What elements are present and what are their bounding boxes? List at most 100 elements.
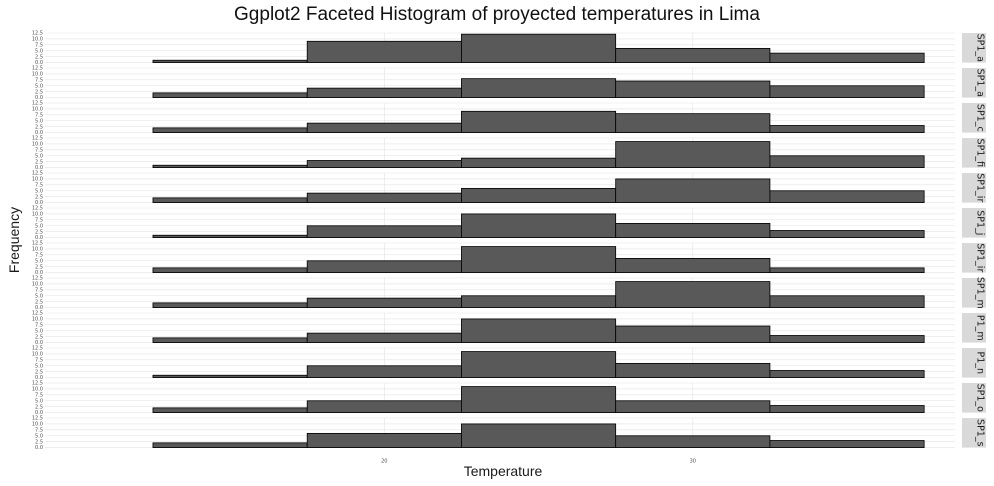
y-tick-label: 0.0 <box>35 130 43 136</box>
y-tick-label: 0.0 <box>35 60 43 66</box>
histogram-bar <box>461 33 617 63</box>
facet-strip-label: SP1_ir <box>975 173 986 202</box>
histogram-bar <box>306 160 462 169</box>
facet-strip-label: SP1_m <box>975 277 986 309</box>
y-tick-label: 10.0 <box>32 352 43 358</box>
facet-panel: 0.02.55.07.510.012.5 SP1_fi <box>32 136 986 171</box>
histogram-bar <box>461 295 617 309</box>
y-tick-label: 2.5 <box>35 264 43 270</box>
facet-panel: 0.02.55.07.510.012.5 SP1_o <box>32 381 986 416</box>
y-tick-label: 12.5 <box>32 416 43 422</box>
y-tick-label: 12.5 <box>32 101 43 107</box>
y-tick-label: 0.0 <box>35 200 43 206</box>
y-tick-label: 7.5 <box>35 77 43 83</box>
y-tick-label: 10.0 <box>32 72 43 78</box>
x-axis: 20 30 <box>381 459 696 465</box>
y-tick-label: 2.5 <box>35 89 43 95</box>
histogram-bar <box>306 225 462 238</box>
histogram-bar <box>615 362 771 378</box>
y-axis-title: Frequency <box>6 207 22 273</box>
y-tick-label: 5.0 <box>35 223 43 229</box>
histogram-bar <box>152 267 308 274</box>
facet-panel: 0.02.55.07.510.012.5 SP1_m <box>32 276 986 311</box>
facet-strip <box>962 33 986 63</box>
y-tick-label: 2.5 <box>35 159 43 165</box>
y-tick-label: 0.0 <box>35 95 43 101</box>
histogram-bar <box>152 407 308 414</box>
y-tick-label: 12.5 <box>32 31 43 37</box>
facet-panel: 0.02.55.07.510.012.5 SP1_ir <box>32 171 986 206</box>
histogram-bar <box>615 113 771 133</box>
y-tick-label: 2.5 <box>35 124 43 130</box>
y-tick-label: 10.0 <box>32 387 43 393</box>
y-tick-label: 7.5 <box>35 147 43 153</box>
facet-strip <box>962 208 986 238</box>
histogram-bar <box>461 351 617 379</box>
y-tick-label: 10.0 <box>32 282 43 288</box>
y-tick-label: 0.0 <box>35 445 43 451</box>
histogram-bar <box>461 110 617 134</box>
y-tick-label: 7.5 <box>35 217 43 223</box>
y-tick-label: 12.5 <box>32 206 43 212</box>
facet-strip <box>962 278 986 308</box>
y-tick-label: 7.5 <box>35 322 43 328</box>
y-tick-label: 7.5 <box>35 112 43 118</box>
histogram-bar <box>306 192 462 204</box>
y-tick-label: 2.5 <box>35 229 43 235</box>
y-tick-label: 12.5 <box>32 311 43 317</box>
histogram-bar <box>615 281 771 309</box>
histogram-bar <box>461 318 617 344</box>
histogram-bar <box>769 52 925 63</box>
histogram-bar <box>769 85 925 99</box>
histogram-bar <box>152 234 308 238</box>
y-tick-label: 0.0 <box>35 410 43 416</box>
y-tick-label: 2.5 <box>35 194 43 200</box>
chart-title: Ggplot2 Faceted Histogram of proyected t… <box>234 4 760 25</box>
histogram-bar <box>461 78 617 98</box>
y-tick-label: 0.0 <box>35 235 43 241</box>
y-tick-label: 12.5 <box>32 381 43 387</box>
histogram-bar <box>306 400 462 414</box>
y-tick-label: 5.0 <box>35 83 43 89</box>
histogram-bar <box>306 332 462 343</box>
y-tick-label: 12.5 <box>32 276 43 282</box>
facet-strip-label: SP1_ir <box>975 243 986 272</box>
facet-panel: 0.02.55.07.510.012.5 SP1_c <box>32 101 986 136</box>
histogram-bar <box>615 178 771 203</box>
histogram-bar <box>615 80 771 99</box>
histogram-bar <box>461 423 617 449</box>
facet-panel: 0.02.55.07.510.012.5 P1_m <box>32 311 986 346</box>
y-tick-label: 12.5 <box>32 171 43 177</box>
facet-strip <box>962 418 986 448</box>
y-tick-label: 7.5 <box>35 392 43 398</box>
facet-strip <box>962 348 986 378</box>
y-tick-label: 10.0 <box>32 142 43 148</box>
facet-strip-label: SP1_fi <box>975 139 986 168</box>
histogram-bar <box>461 157 617 169</box>
y-tick-label: 10.0 <box>32 422 43 428</box>
y-tick-label: 2.5 <box>35 54 43 60</box>
histogram-bar <box>306 260 462 274</box>
y-tick-label: 12.5 <box>32 346 43 352</box>
y-tick-label: 2.5 <box>35 369 43 375</box>
facet-strip <box>962 313 986 343</box>
facet-panel: 0.02.55.07.510.012.5 SP1_s <box>32 416 986 451</box>
facet-strip <box>962 173 986 203</box>
histogram-bar <box>152 374 308 378</box>
histogram-bar <box>306 122 462 133</box>
histogram-bar <box>152 59 308 63</box>
histogram-bar <box>306 432 462 448</box>
y-tick-label: 5.0 <box>35 188 43 194</box>
y-tick-label: 5.0 <box>35 48 43 54</box>
y-tick-label: 2.5 <box>35 439 43 445</box>
y-tick-label: 7.5 <box>35 252 43 258</box>
y-tick-label: 5.0 <box>35 433 43 439</box>
histogram-bar <box>615 400 771 414</box>
x-axis-title: Temperature <box>464 463 543 479</box>
y-tick-label: 10.0 <box>32 107 43 113</box>
y-tick-label: 10.0 <box>32 177 43 183</box>
histogram-bar <box>769 440 925 449</box>
histogram-bar <box>461 213 617 238</box>
facet-panel: 0.02.55.07.510.012.5 SP1_j <box>32 206 986 241</box>
histogram-bar <box>306 87 462 98</box>
